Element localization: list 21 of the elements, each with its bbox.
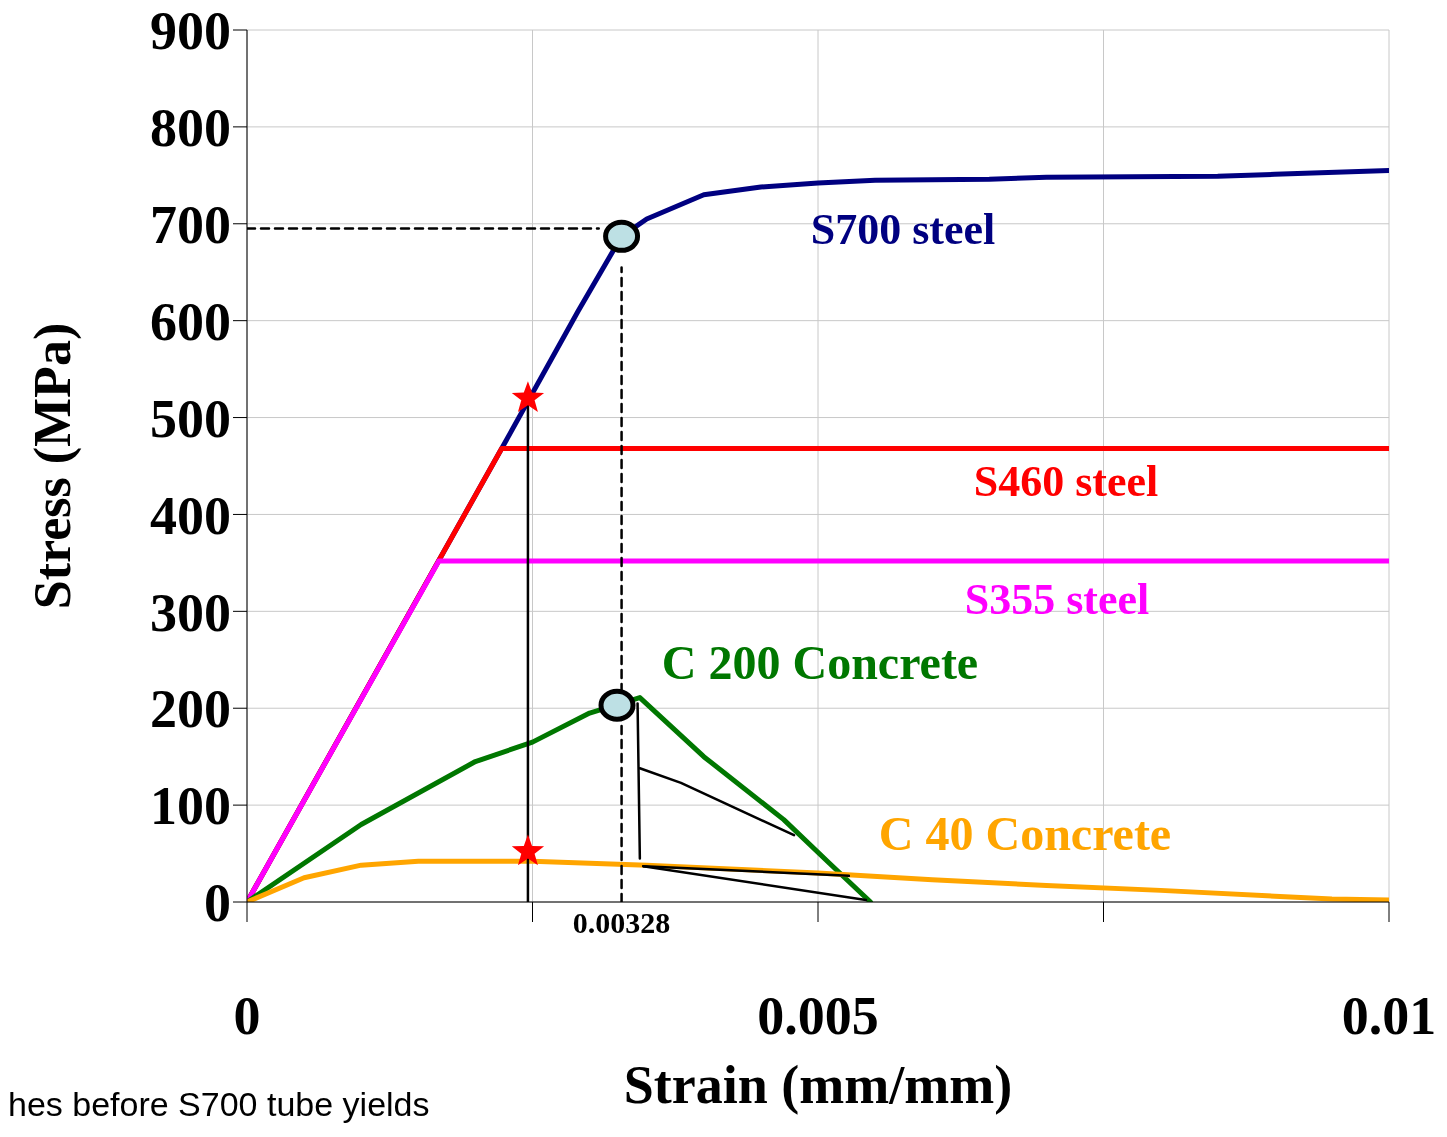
series-label: S700 steel <box>809 203 997 256</box>
text: hes before S700 tube yields <box>8 1085 430 1124</box>
y-tick-label: 900 <box>150 1 231 62</box>
x-tick-label: 0.005 <box>757 986 879 1047</box>
x-tick-label: 0.01 <box>1341 986 1437 1047</box>
y-axis-title: Stress (MPa) <box>24 322 83 610</box>
series-label: C 200 Concrete <box>660 635 980 692</box>
y-tick-label: 100 <box>150 776 231 837</box>
series-label: C 40 Concrete <box>877 806 1173 863</box>
y-tick-label: 400 <box>150 485 231 546</box>
x-axis-title: Strain (mm/mm) <box>623 1055 1013 1115</box>
y-tick-label: 600 <box>150 291 231 352</box>
annotation: 0.00328 <box>571 906 672 940</box>
y-tick-label: 700 <box>150 194 231 255</box>
y-tick-label: 200 <box>150 679 231 740</box>
y-tick-label: 500 <box>150 388 231 449</box>
y-tick-label: 800 <box>150 98 231 159</box>
series-label: S355 steel <box>963 573 1151 626</box>
y-tick-label: 300 <box>150 582 231 643</box>
series-label: S460 steel <box>972 455 1160 508</box>
y-tick-label: 0 <box>204 873 231 934</box>
